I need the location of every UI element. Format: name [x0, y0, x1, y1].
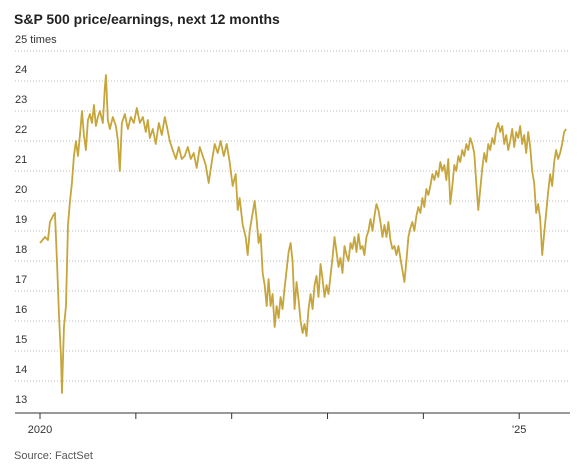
y-tick-label: 13	[15, 394, 27, 406]
y-tick-label: 16	[15, 304, 27, 316]
y-tick-label: 18	[15, 244, 27, 256]
y-tick-label: 24	[15, 64, 27, 76]
y-tick-label: 21	[15, 154, 27, 166]
y-tick-label: 25 times	[15, 34, 57, 46]
line-series	[39, 74, 567, 394]
y-tick-label: 17	[15, 274, 27, 286]
y-tick-label: 22	[15, 124, 27, 136]
chart-source: Source: FactSet	[14, 450, 93, 462]
y-tick-label: 23	[15, 94, 27, 106]
x-tick-label: '25	[512, 424, 526, 436]
y-tick-label: 19	[15, 214, 27, 226]
x-tick-label: 2020	[28, 424, 52, 436]
y-tick-label: 15	[15, 334, 27, 346]
y-tick-label: 14	[15, 364, 27, 376]
chart-title: S&P 500 price/earnings, next 12 months	[14, 11, 280, 27]
y-tick-label: 20	[15, 184, 27, 196]
